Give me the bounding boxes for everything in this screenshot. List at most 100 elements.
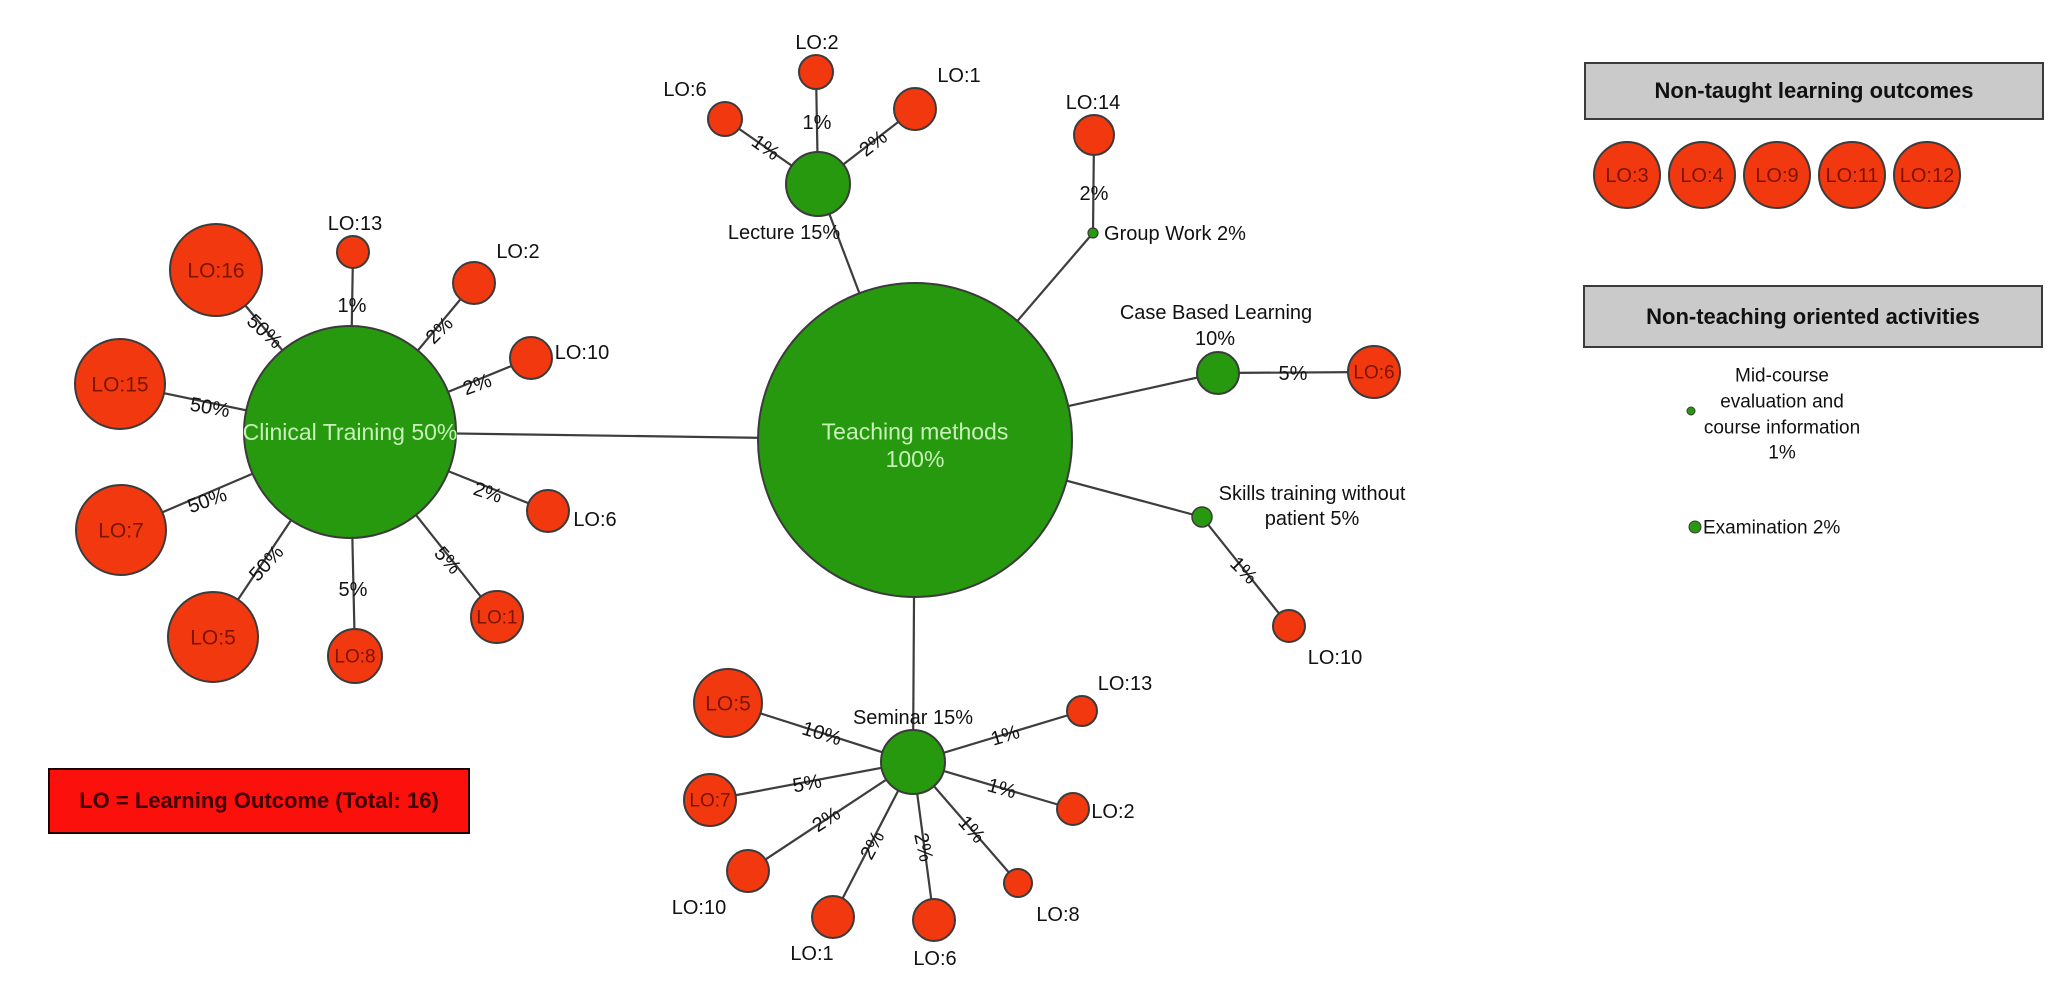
node-leg_lo12 (1893, 141, 1961, 209)
node-c_lo6 (1347, 345, 1401, 399)
node-groupwork (1087, 227, 1099, 239)
label-lo-2-12: LO:2 (496, 241, 539, 263)
node-cl_lo5 (167, 591, 259, 683)
node-cl_lo1 (470, 590, 524, 644)
node-leg_lo4 (1668, 141, 1736, 209)
node-label-teaching: Teaching methods 100% (822, 418, 1009, 472)
label-lo-8-18: LO:8 (1036, 904, 1079, 926)
node-cbl (1196, 351, 1240, 395)
label-lo-1-20: LO:1 (790, 943, 833, 965)
label-lo-10-10: LO:10 (1308, 647, 1362, 669)
node-label-cl_lo1: LO:1 (476, 608, 517, 629)
edge-label-lecture-l_lo2: 1% (803, 112, 832, 134)
node-seminar (880, 729, 946, 795)
label-lo-13-16: LO:13 (1098, 673, 1152, 695)
label-case-based-learning-6: Case Based Learning (1120, 302, 1312, 324)
edge-label-seminar-se_lo5: 10% (799, 718, 844, 751)
node-cl_lo2 (452, 261, 496, 305)
label-mid-course-22: Mid-course (1735, 366, 1829, 387)
node-se_lo6 (912, 898, 956, 942)
node-label-leg_lo11: LO:11 (1826, 165, 1879, 187)
node-exam_dot (1688, 520, 1702, 534)
label-skills-training-without-8: Skills training without (1219, 483, 1406, 505)
edge-label-groupwork-g_lo14: 2% (1080, 183, 1109, 205)
node-s_lo10 (1272, 609, 1306, 643)
label-seminar-15--15: Seminar 15% (853, 707, 973, 729)
node-leg_lo3 (1593, 141, 1661, 209)
node-l_lo2 (798, 54, 834, 90)
edge-label-seminar-se_lo6: 2% (909, 831, 937, 864)
node-lecture (785, 151, 851, 217)
lo-definition-label: LO = Learning Outcome (Total: 16) (79, 788, 439, 813)
node-l_lo1 (893, 87, 937, 131)
edge-label-clinical-cl_lo2: 2% (422, 313, 458, 349)
edge-label-seminar-se_lo13: 1% (988, 721, 1022, 751)
edge-label-cbl-c_lo6: 5% (1279, 363, 1308, 385)
node-cl_lo6 (526, 489, 570, 533)
label-lo-10-13: LO:10 (555, 342, 609, 364)
label-lo-10-21: LO:10 (672, 897, 726, 919)
node-leg_lo9 (1743, 141, 1811, 209)
edge-label-clinical-cl_lo1: 5% (429, 543, 465, 579)
label-course-information-24: course information (1704, 418, 1860, 439)
node-label-leg_lo9: LO:9 (1755, 165, 1798, 187)
node-label-leg_lo3: LO:3 (1605, 165, 1648, 187)
label-lo-6-19: LO:6 (913, 948, 956, 970)
label-lo-6-14: LO:6 (573, 509, 616, 531)
legend-non-teaching-title: Non-teaching oriented activities (1646, 303, 1980, 329)
label-lo-1-2: LO:1 (937, 65, 980, 87)
label-examination-2--26: Examination 2% (1703, 518, 1840, 539)
label-1--25: 1% (1768, 443, 1796, 464)
node-label-cl_lo5: LO:5 (190, 626, 236, 649)
node-label-c_lo6: LO:6 (1353, 363, 1394, 384)
node-label-se_lo5: LO:5 (705, 692, 751, 715)
label-patient-5--9: patient 5% (1265, 508, 1360, 530)
node-se_lo1 (811, 895, 855, 939)
node-label-leg_lo12: LO:12 (1900, 165, 1954, 187)
label-lo-13-11: LO:13 (328, 213, 382, 235)
node-label-clinical: Clinical Training 50% (243, 419, 458, 445)
node-cl_lo7 (75, 484, 167, 576)
label-lo-14-4: LO:14 (1066, 92, 1120, 114)
node-skills (1191, 506, 1213, 528)
node-se_lo8 (1003, 868, 1033, 898)
label-evaluation-and-23: evaluation and (1720, 392, 1844, 413)
node-label-cl_lo8: LO:8 (334, 647, 375, 668)
node-cl_lo8 (327, 628, 383, 684)
edge-label-seminar-se_lo1: 2% (856, 827, 889, 863)
node-se_lo5 (693, 668, 763, 738)
label-group-work-2--5: Group Work 2% (1104, 223, 1246, 245)
label-lo-6-0: LO:6 (663, 79, 706, 101)
legend-non-taught-header: Non-taught learning outcomes (1584, 62, 2044, 120)
edge-skills-s_lo10 (1201, 516, 1290, 627)
edge-seminar-se_lo7 (709, 760, 914, 802)
label-10--7: 10% (1195, 328, 1235, 350)
edge-label-seminar-se_lo10: 2% (808, 803, 844, 837)
node-se_lo10 (726, 849, 770, 893)
edge-label-clinical-cl_lo6: 2% (471, 478, 505, 508)
edge-label-seminar-se_lo7: 5% (791, 770, 824, 797)
legend-non-taught-title: Non-taught learning outcomes (1654, 78, 1974, 103)
node-l_lo6 (707, 101, 743, 137)
node-label-cl_lo16: LO:16 (187, 259, 244, 282)
node-label-cl_lo15: LO:15 (91, 373, 148, 396)
node-cl_lo16 (169, 223, 263, 317)
legend-non-teaching-header: Non-teaching oriented activities (1583, 285, 2043, 348)
label-lecture-15--3: Lecture 15% (728, 222, 841, 244)
edge-label-lecture-l_lo6: 1% (747, 131, 783, 166)
label-lo-2-17: LO:2 (1091, 801, 1134, 823)
node-clinical (243, 325, 457, 539)
node-leg_lo11 (1818, 141, 1886, 209)
node-se_lo2 (1056, 792, 1090, 826)
edge-label-clinical-cl_lo7: 50% (185, 484, 230, 518)
node-label-se_lo7: LO:7 (689, 791, 730, 812)
node-se_lo7 (683, 773, 737, 827)
edge-label-clinical-cl_lo8: 5% (339, 579, 368, 601)
edge-label-seminar-se_lo2: 1% (985, 774, 1019, 803)
node-eval_dot (1686, 406, 1696, 416)
node-cl_lo10 (509, 336, 553, 380)
node-label-leg_lo4: LO:4 (1680, 165, 1723, 187)
lo-definition-box: LO = Learning Outcome (Total: 16) (48, 768, 470, 834)
edge-label-clinical-cl_lo13: 1% (338, 295, 367, 317)
node-g_lo14 (1073, 114, 1115, 156)
